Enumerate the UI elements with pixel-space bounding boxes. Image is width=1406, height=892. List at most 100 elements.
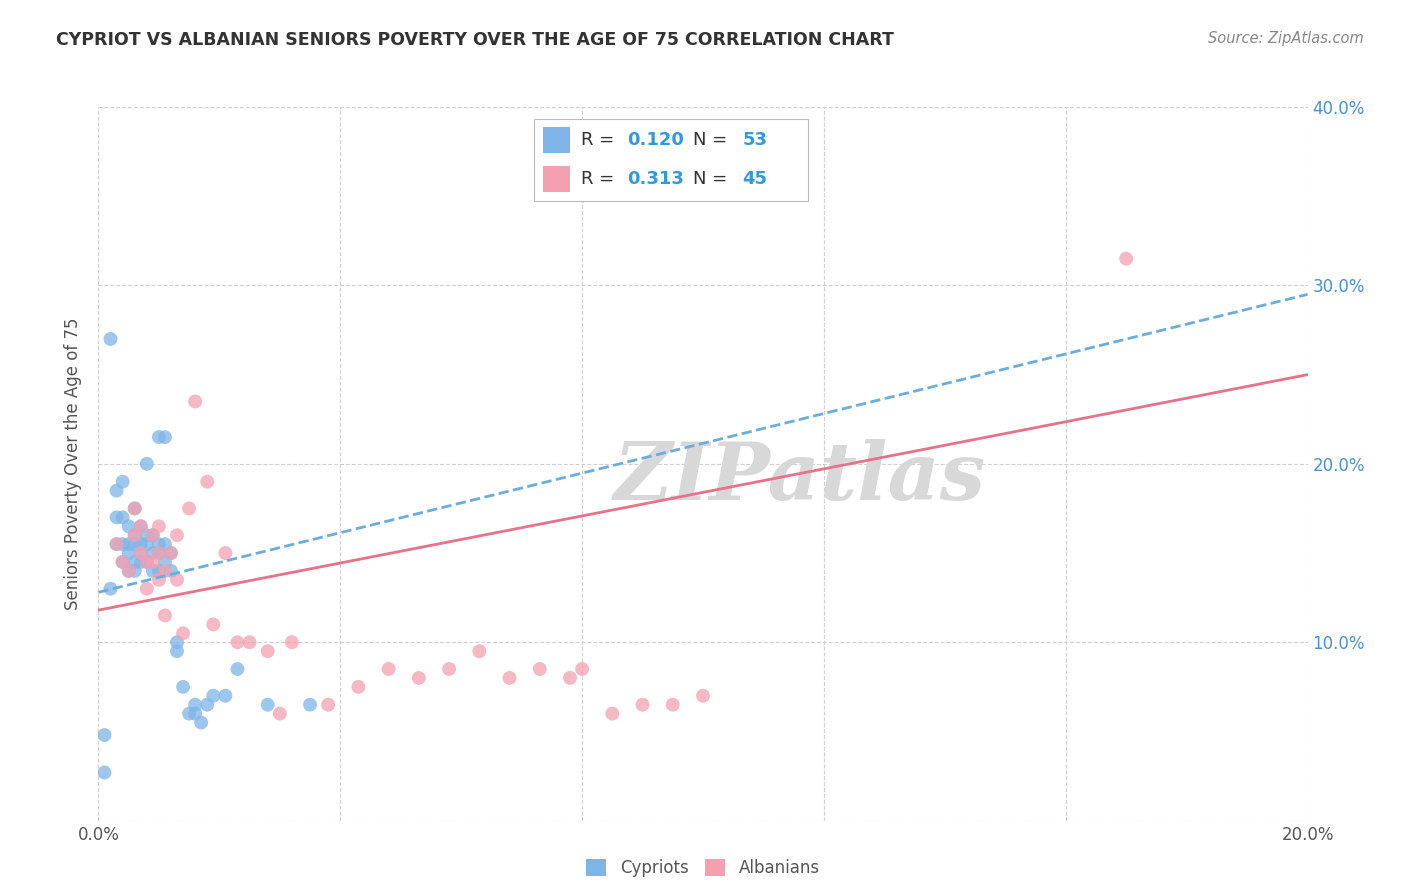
Point [105,537,128,551]
Point [166,644,188,658]
Point [142,528,165,542]
Point [692,689,714,703]
Point [195,698,218,712]
Point [166,635,188,649]
Point [195,475,218,489]
FancyBboxPatch shape [543,166,569,193]
Point [111,537,134,551]
Point [105,510,128,524]
Point [269,706,291,721]
Point [256,644,278,658]
Text: CYPRIOT VS ALBANIAN SENIORS POVERTY OVER THE AGE OF 75 CORRELATION CHART: CYPRIOT VS ALBANIAN SENIORS POVERTY OVER… [56,31,894,49]
Point [172,680,194,694]
Point [184,698,207,712]
Point [111,510,134,524]
Point [256,698,278,712]
Point [281,635,304,649]
Text: 0.313: 0.313 [627,170,685,188]
Legend: Cypriots, Albanians: Cypriots, Albanians [579,852,827,884]
Point [111,555,134,569]
Point [129,546,152,560]
Point [148,430,170,444]
Point [129,555,152,569]
Point [118,564,141,578]
Point [408,671,430,685]
Point [124,564,146,578]
Point [184,394,207,409]
Point [377,662,399,676]
Point [214,689,236,703]
Point [93,765,115,780]
Point [153,537,176,551]
Point [153,430,176,444]
Point [111,555,134,569]
Point [124,501,146,516]
Point [179,706,201,721]
Point [202,617,225,632]
Point [142,546,165,560]
Point [135,555,157,569]
Point [160,546,183,560]
Point [316,698,339,712]
Point [160,564,183,578]
Point [118,546,141,560]
FancyBboxPatch shape [534,119,808,201]
Point [105,537,128,551]
Point [100,582,122,596]
Point [135,528,157,542]
Point [135,582,157,596]
Point [1115,252,1137,266]
Point [118,519,141,533]
Point [148,573,170,587]
Text: N =: N = [693,131,734,149]
Text: 0.120: 0.120 [627,131,685,149]
Point [226,635,249,649]
Point [135,555,157,569]
Point [111,475,134,489]
Point [124,528,146,542]
Point [124,501,146,516]
Point [129,546,152,560]
Y-axis label: Seniors Poverty Over the Age of 75: Seniors Poverty Over the Age of 75 [65,318,83,610]
Point [226,662,249,676]
Point [190,715,212,730]
Text: Source: ZipAtlas.com: Source: ZipAtlas.com [1208,31,1364,46]
Point [299,698,322,712]
Point [153,608,176,623]
Point [148,564,170,578]
Point [179,501,201,516]
Text: R =: R = [581,170,620,188]
Point [105,483,128,498]
Point [631,698,654,712]
Point [153,564,176,578]
Point [202,689,225,703]
Point [118,537,141,551]
Point [124,528,146,542]
Point [166,573,188,587]
Point [529,662,551,676]
Text: N =: N = [693,170,734,188]
Point [558,671,581,685]
Point [93,728,115,742]
Point [142,528,165,542]
Point [100,332,122,346]
Point [129,519,152,533]
Point [148,519,170,533]
Text: 53: 53 [742,131,768,149]
Point [148,546,170,560]
Text: ZIPatlas: ZIPatlas [613,440,986,516]
Point [124,555,146,569]
Text: 45: 45 [742,170,768,188]
Point [160,546,183,560]
Point [214,546,236,560]
Point [153,555,176,569]
Point [602,706,624,721]
Point [184,706,207,721]
Point [129,519,152,533]
Point [239,635,262,649]
Point [468,644,491,658]
Point [437,662,460,676]
Point [142,555,165,569]
Point [135,457,157,471]
Point [135,537,157,551]
